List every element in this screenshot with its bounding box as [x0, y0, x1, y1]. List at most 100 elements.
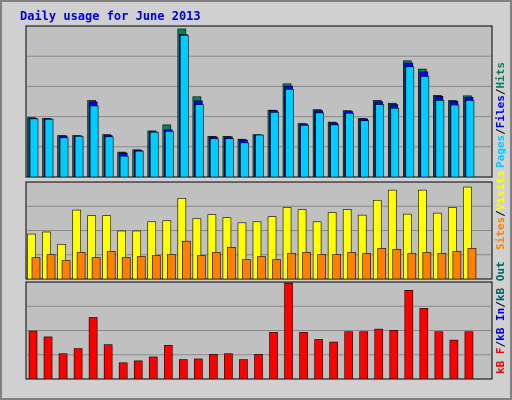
legend-panel-2: Sites/Visits [494, 171, 507, 251]
bar-pages-5 [89, 105, 99, 178]
bar-sites-5 [91, 257, 101, 280]
bar-pages-13 [210, 138, 219, 178]
bar-kbf-30 [464, 331, 474, 380]
bar-pages-26 [405, 66, 415, 178]
bar-pages-15 [240, 142, 249, 178]
bar-kbf-9 [148, 356, 158, 380]
bar-kbf-17 [269, 332, 278, 380]
bar-kbf-5 [88, 317, 98, 380]
bar-visits-11 [177, 198, 187, 280]
bar-sites-11 [182, 240, 191, 280]
bar-sites-8 [136, 256, 146, 280]
bar-kbf-14 [224, 353, 233, 380]
legend-separator: / [494, 88, 507, 95]
bar-pages-27 [420, 76, 430, 178]
bar-sites-21 [332, 254, 341, 280]
bar-kbf-21 [329, 341, 338, 380]
bar-visits-18 [282, 207, 292, 280]
bar-pages-22 [345, 113, 354, 178]
bar-sites-30 [467, 248, 477, 280]
bar-kbf-11 [179, 359, 188, 380]
bar-sites-9 [151, 255, 161, 280]
bar-kbf-8 [133, 360, 143, 380]
bar-sites-27 [422, 252, 432, 280]
bar-sites-6 [106, 251, 116, 280]
bar-visits-13 [207, 214, 217, 280]
bar-sites-17 [272, 259, 281, 280]
page-title: Daily usage for June 2013 [20, 9, 201, 23]
bar-pages-9 [149, 131, 159, 178]
bar-kbf-19 [299, 332, 308, 380]
legend-separator: / [494, 301, 507, 308]
bar-sites-23 [362, 253, 372, 280]
bar-pages-3 [59, 137, 69, 178]
bar-visits-28 [433, 212, 442, 280]
bar-pages-30 [465, 100, 475, 178]
bar-visits-7 [117, 230, 126, 280]
bar-visits-6 [102, 215, 111, 280]
bar-visits-19 [297, 209, 307, 280]
bar-visits-12 [192, 218, 202, 280]
bar-sites-12 [197, 255, 206, 280]
bar-kbf-3 [58, 353, 68, 380]
bar-kbf-28 [434, 331, 444, 380]
bar-visits-9 [147, 221, 157, 280]
bar-kbf-26 [404, 289, 414, 380]
bar-visits-17 [267, 216, 277, 280]
bar-pages-10 [164, 131, 174, 178]
bar-sites-24 [377, 248, 387, 280]
legend-hits: Hits [494, 62, 507, 89]
bar-visits-24 [372, 200, 382, 280]
bar-visits-25 [387, 189, 397, 280]
bar-pages-25 [390, 107, 400, 178]
bar-visits-15 [237, 222, 247, 280]
legend-separator: / [494, 210, 507, 217]
legend-separator: / [494, 341, 507, 348]
bar-sites-14 [227, 247, 236, 280]
bar-sites-19 [302, 252, 311, 280]
bar-sites-15 [242, 259, 251, 280]
bar-kbf-2 [43, 336, 53, 380]
bar-visits-21 [327, 212, 337, 280]
bar-kbf-29 [449, 339, 459, 380]
bar-visits-4 [72, 209, 81, 280]
bar-visits-26 [403, 213, 412, 280]
bar-pages-12 [195, 104, 204, 178]
bar-sites-16 [257, 256, 266, 280]
bar-pages-7 [119, 155, 129, 178]
bar-kbf-25 [389, 330, 399, 380]
bar-kbf-23 [359, 331, 369, 380]
bar-pages-18 [285, 89, 294, 178]
bar-kbf-7 [118, 362, 128, 380]
bar-pages-4 [74, 136, 84, 178]
legend-separator: / [494, 128, 507, 135]
bar-kbf-6 [103, 344, 113, 380]
bar-kbf-15 [239, 359, 248, 380]
bar-pages-29 [450, 104, 460, 178]
bar-sites-25 [392, 249, 402, 280]
bar-visits-10 [162, 220, 172, 280]
bar-visits-5 [87, 215, 96, 280]
bar-pages-2 [44, 119, 54, 178]
bar-pages-11 [180, 35, 189, 178]
bar-visits-20 [312, 221, 322, 280]
legend-visits: Visits [494, 171, 507, 211]
bar-sites-29 [452, 251, 462, 280]
bar-pages-16 [255, 134, 264, 178]
legend-sites: Sites [494, 217, 507, 250]
bar-visits-8 [132, 230, 142, 280]
bar-kbf-13 [209, 354, 218, 380]
bar-sites-7 [121, 257, 131, 280]
bar-sites-28 [437, 253, 447, 280]
bar-pages-17 [270, 112, 279, 178]
bar-sites-2 [46, 254, 56, 280]
bar-pages-8 [134, 150, 144, 178]
bar-kbf-4 [73, 348, 83, 380]
legend-kb_in: kB In [494, 308, 507, 341]
bar-kbf-16 [254, 354, 263, 380]
bar-visits-22 [342, 209, 352, 280]
bar-kbf-1 [28, 330, 38, 380]
bar-kbf-18 [284, 282, 293, 380]
bar-kbf-20 [314, 339, 323, 380]
